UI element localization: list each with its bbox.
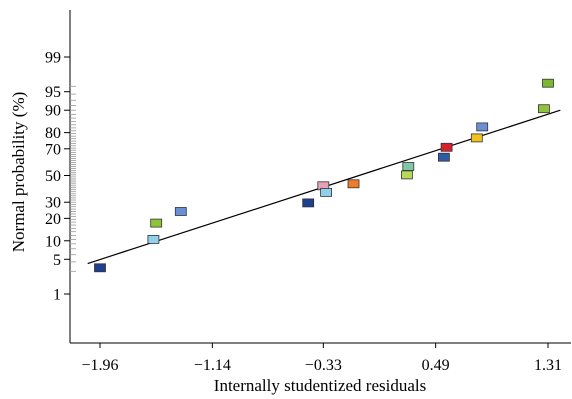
data-point	[437, 152, 450, 162]
y-tick-label: 5	[53, 252, 61, 269]
data-point	[542, 78, 554, 88]
data-point	[174, 207, 187, 216]
x-axis-label: Internally studentized residuals	[214, 376, 426, 395]
x-tick-label: 0.49	[422, 357, 450, 374]
x-tick-label: −1.14	[194, 357, 231, 374]
y-tick-label: 20	[45, 211, 61, 228]
y-tick-label: 30	[45, 195, 61, 212]
data-point	[400, 170, 413, 180]
y-tick-label: 50	[45, 168, 61, 185]
data-point	[476, 122, 489, 132]
data-points	[94, 78, 554, 273]
plot-frame	[69, 10, 571, 344]
data-point	[347, 179, 360, 189]
data-point	[320, 187, 333, 197]
y-tick-label: 95	[45, 84, 61, 101]
data-point	[150, 218, 163, 228]
data-point	[402, 162, 415, 171]
y-axis-minor-ticks	[70, 85, 76, 272]
data-point	[440, 142, 453, 152]
x-axis-ticks: −1.96 −1.14 −0.33 0.49 1.31	[81, 343, 562, 374]
data-point	[147, 234, 160, 244]
y-tick-label: 99	[45, 50, 61, 67]
y-tick-label: 1	[53, 287, 61, 304]
data-point	[538, 104, 550, 114]
y-tick-label: 70	[45, 141, 61, 158]
x-tick-label: −0.33	[305, 357, 342, 374]
data-point	[94, 263, 106, 273]
x-tick-label: 1.31	[534, 357, 562, 374]
data-point	[302, 198, 315, 208]
data-point	[470, 133, 483, 143]
x-tick-label: −1.96	[81, 357, 118, 374]
y-tick-label: 10	[45, 233, 61, 250]
y-tick-label: 80	[45, 125, 61, 142]
y-tick-label: 90	[45, 103, 61, 120]
y-axis-label: Normal probability (%)	[9, 92, 28, 253]
